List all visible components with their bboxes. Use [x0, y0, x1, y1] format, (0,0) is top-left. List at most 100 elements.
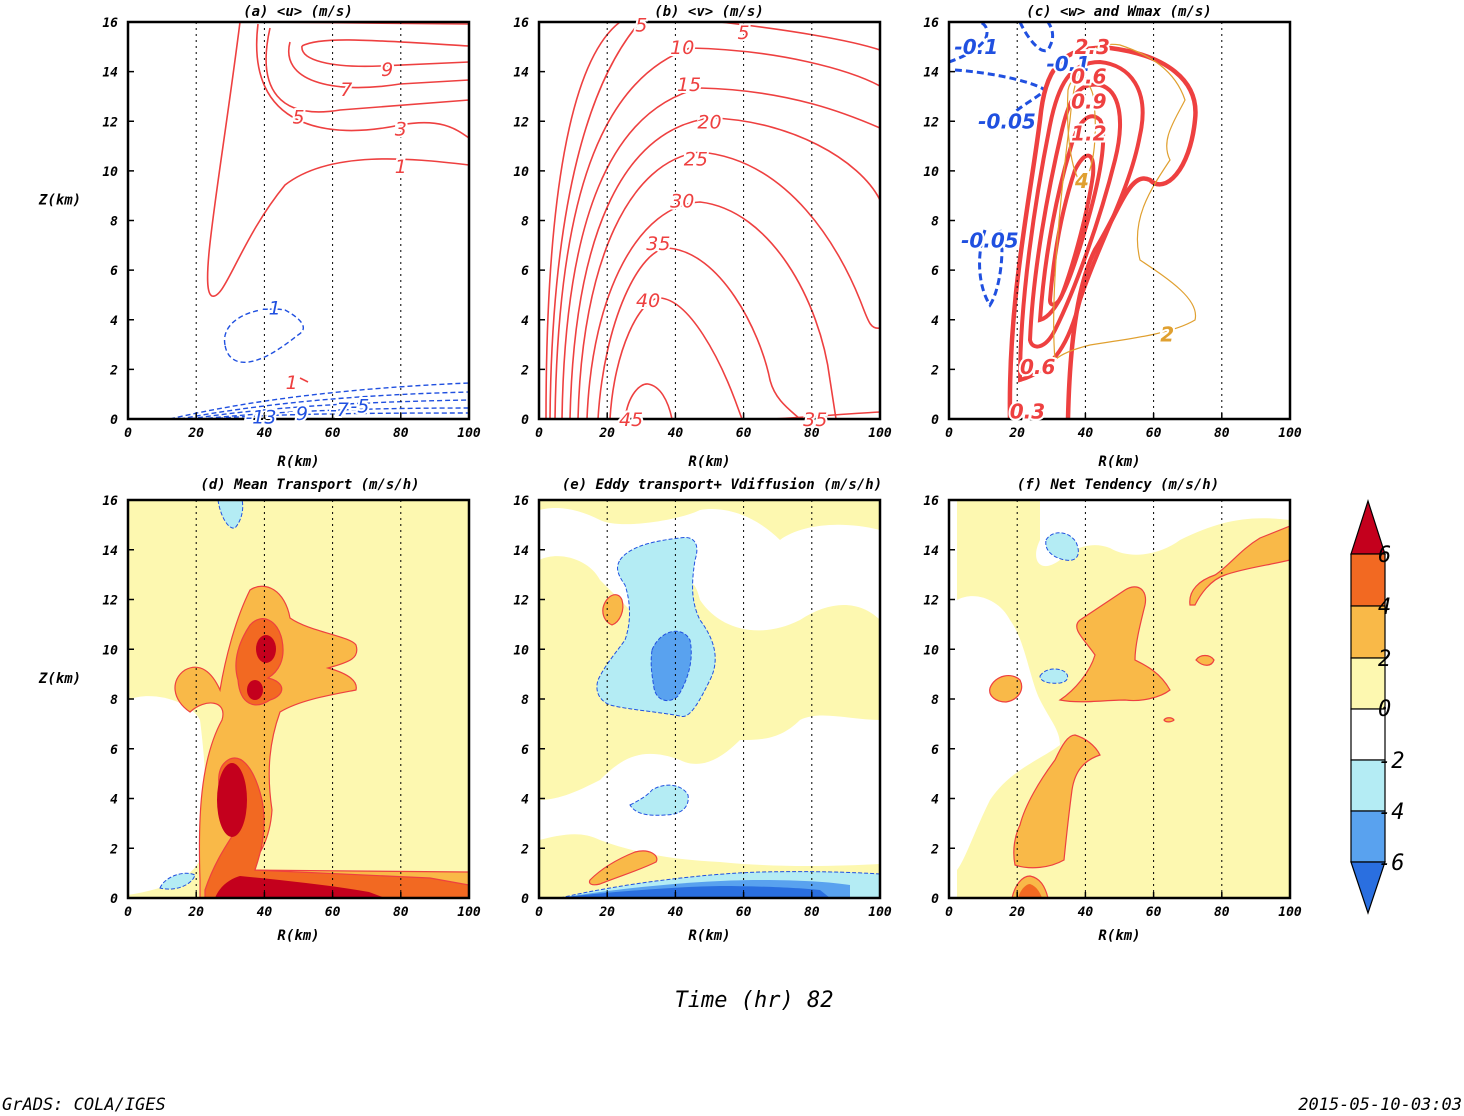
w-contour-09 [1027, 82, 1122, 349]
panel-f-ytick-label-6: 6 [931, 743, 939, 758]
fill-2to4-upper-right [1189, 525, 1290, 606]
panel-b-contour-label-3: 15 [677, 74, 701, 96]
panel-c-ytick-label-4: 4 [931, 314, 939, 329]
panel-b-contour-label-0: 5 [635, 14, 647, 36]
v-contour-30 [586, 201, 837, 419]
panel-f-ytick-label-12: 12 [923, 594, 939, 609]
panel-d-title: (d) Mean Transport (m/s/h) [200, 477, 419, 493]
fill-2to4-right [1058, 586, 1171, 703]
panel-c-xtick-label-60: 60 [1146, 426, 1162, 441]
panel-a-ytick-label-14: 14 [102, 66, 118, 81]
panel-d-xlabel: R(km) [277, 928, 319, 944]
time-label: Time (hr) 82 [675, 988, 834, 1013]
u-contour-3 [255, 23, 469, 139]
w-contour-neg005-lower [978, 229, 1004, 308]
panel-e-ytick-label-6: 6 [521, 743, 529, 758]
panel-e-ytick-label-0: 0 [521, 892, 529, 907]
panel-f-title: (f) Net Tendency (m/s/h) [1017, 477, 1219, 493]
panel-f-xtick-label-40: 40 [1078, 905, 1094, 920]
panel-b-ytick-label-4: 4 [521, 314, 529, 329]
panel-c-contour-label-5: 0.6 [1071, 65, 1107, 89]
colorbar-labels: 6 4 2 0 -2 -4 -6 [1378, 543, 1405, 876]
panel-d-xtick-label-0: 0 [124, 905, 132, 920]
panel-c-contour-label-3: -0.05 [961, 228, 1019, 252]
panel-f-xtick-label-0: 0 [945, 905, 953, 920]
colorbar [1350, 499, 1386, 915]
panel-a-title: (a) <u> (m/s) [243, 4, 353, 20]
panel-a [169, 22, 469, 419]
panel-c-xtick-label-100: 100 [1278, 426, 1302, 441]
panel-c-xtick-label-80: 80 [1214, 426, 1230, 441]
panel-a-negative-contours [169, 308, 469, 419]
panel-a-ytick-label-16: 16 [102, 16, 118, 31]
panel-e-xtick-label-80: 80 [804, 905, 820, 920]
panel-a-contour-label-6: 1 [286, 372, 298, 394]
fill-4to6-bottom [1018, 884, 1042, 898]
panel-c-contour-label-7: 1.2 [1071, 122, 1106, 146]
panel-a-xtick-label-60: 60 [325, 426, 341, 441]
v-contour-25 [577, 151, 880, 419]
panel-c-ytick-label-0: 0 [931, 413, 939, 428]
panel-a-ytick-label-4: 4 [110, 314, 118, 329]
fill-neg2-top [217, 500, 244, 529]
panel-a-contour-label-3: 3 [395, 119, 407, 141]
wmax-contour-2 [1053, 43, 1197, 362]
panel-a-ylabel: Z(km) [38, 193, 81, 209]
colorbar-swatch-neg4to-2 [1350, 759, 1386, 812]
panel-a-positive-contours [206, 22, 469, 383]
panel-b-ytick-label-2: 2 [520, 363, 529, 378]
panel-e [539, 500, 880, 898]
panel-a-contour-label-7: -13 [245, 407, 276, 429]
panel-c-title: (c) <w> and Wmax (m/s) [1026, 4, 1211, 20]
panel-a-contour-label-9: -7 [330, 399, 349, 421]
panel-b-contour-label-9: 45 [619, 409, 643, 431]
u-contour-9 [301, 39, 469, 47]
v-contour-5-inner [545, 22, 621, 419]
panel-c-ytick-label-14: 14 [923, 66, 939, 81]
panel-b-xlabel: R(km) [688, 454, 730, 470]
panel-f-xtick-label-20: 20 [1008, 905, 1025, 920]
panel-a-contour-label-0: 9 [381, 59, 393, 81]
w-contour-15 [1047, 153, 1096, 307]
u-contour-neg-c [189, 399, 469, 419]
fill-gt6-low [215, 876, 385, 898]
colorbar-label-4: 4 [1378, 595, 1391, 620]
panel-a-contour-label-10: -5 [350, 395, 369, 417]
panel-a-xtick-label-20: 20 [187, 426, 204, 441]
panel-b-contour-label-8: 40 [636, 290, 660, 312]
panel-f-ytick-label-2: 2 [930, 842, 939, 857]
panel-a-contour-label-5: -1 [262, 297, 281, 319]
panel-d-ytick-label-4: 4 [110, 793, 118, 808]
panel-f-ytick-label-0: 0 [931, 892, 939, 907]
colorbar-label-neg4: -4 [1378, 800, 1405, 825]
fill-neg2-low [159, 872, 196, 890]
panel-e-ytick-label-12: 12 [513, 594, 529, 609]
panel-b-ytick-label-14: 14 [513, 66, 529, 81]
panel-b-title: (b) <v> (m/s) [654, 4, 764, 20]
panel-e-title: (e) Eddy transport+ Vdiffusion (m/s/h) [562, 477, 882, 493]
u-contour-5 [265, 27, 469, 113]
v-contour-5-top [719, 22, 880, 51]
panel-b-contour-label-2: 10 [670, 37, 694, 59]
panel-d-ytick-label-12: 12 [102, 594, 118, 609]
panel-c-contour-label-4: 2.3 [1075, 35, 1110, 59]
u-contour-1-low [299, 377, 309, 383]
panel-f-ytick-label-4: 4 [931, 793, 939, 808]
fill-2to4-small-2 [1195, 654, 1215, 666]
panel-e-ytick-label-16: 16 [513, 494, 529, 509]
fill-white-lower-left [957, 596, 1060, 870]
panel-d-ytick-label-8: 8 [110, 693, 118, 708]
panel-d-ylabel: Z(km) [38, 671, 81, 687]
panel-a-contour-label-8: -9 [289, 403, 308, 425]
colorbar-swatch-4to6 [1350, 553, 1386, 607]
panel-a-ytick-label-2: 2 [109, 363, 118, 378]
colorbar-swatch-2to4 [1350, 605, 1386, 659]
panel-c-contour-label-8: 0.6 [1020, 355, 1056, 379]
panel-c-ytick-label-10: 10 [923, 165, 939, 180]
panel-c-ytick-label-16: 16 [923, 16, 939, 31]
panel-a-xtick-label-40: 40 [257, 426, 273, 441]
panel-d [128, 500, 469, 898]
panel-b-ytick-label-0: 0 [521, 413, 529, 428]
